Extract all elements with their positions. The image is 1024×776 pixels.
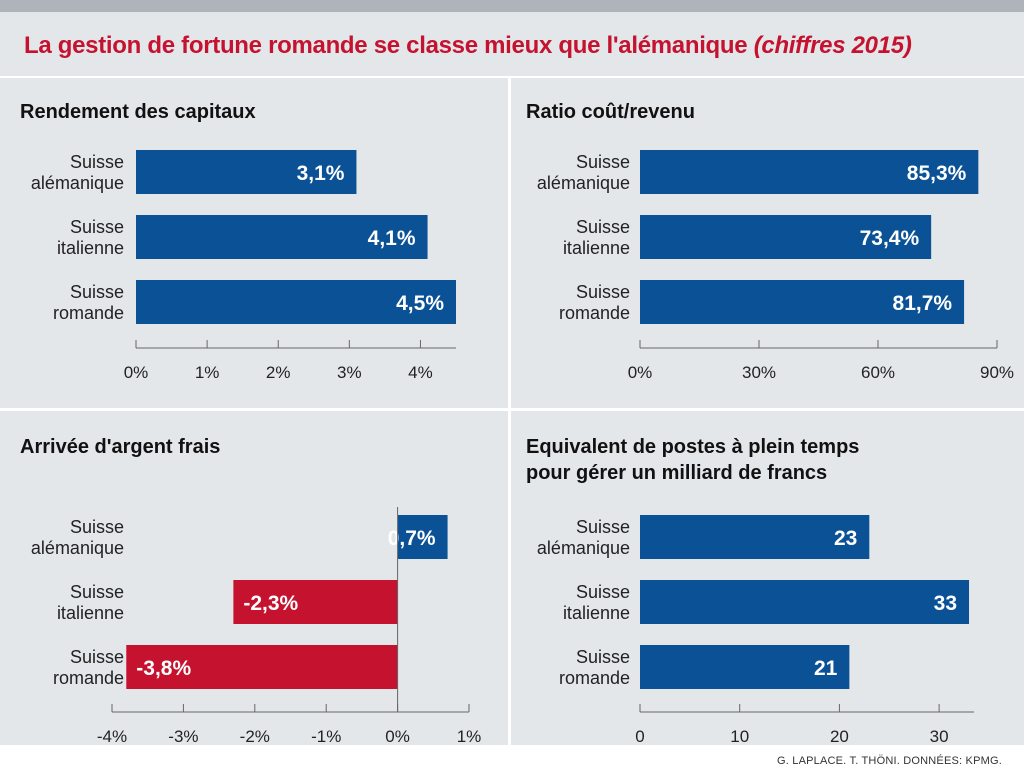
category-label-2-0: Suisse bbox=[576, 647, 630, 667]
x-tick-label-2: -2% bbox=[240, 727, 270, 746]
bar-2 bbox=[126, 645, 398, 689]
chart-ratio: 85,3%Suissealémanique73,4%Suisseitalienn… bbox=[537, 150, 1014, 382]
category-label-1-1: italienne bbox=[563, 238, 630, 258]
category-label-0-1: alémanique bbox=[537, 173, 630, 193]
chart-postes: 23Suissealémanique33Suisseitalienne21Sui… bbox=[537, 515, 974, 746]
category-label-1-0: Suisse bbox=[576, 582, 630, 602]
value-label-2: 4,5% bbox=[396, 292, 444, 315]
category-label-1-1: italienne bbox=[57, 238, 124, 258]
bar-0 bbox=[136, 150, 357, 194]
panel-postes: Equivalent de postes à plein temps pour … bbox=[511, 411, 1024, 746]
bar-1 bbox=[136, 215, 428, 259]
x-tick-label-3: 30 bbox=[930, 727, 949, 746]
bar-2 bbox=[136, 280, 456, 324]
x-tick-label-1: 10 bbox=[730, 727, 749, 746]
category-label-0-1: alémanique bbox=[31, 173, 124, 193]
panel-title-line-1: Equivalent de postes à plein temps bbox=[526, 436, 860, 458]
panel-ratio: Ratio coût/revenu 85,3% Suisse alémanique 7… bbox=[511, 78, 1024, 408]
x-tick-label-4: 4% bbox=[408, 363, 433, 382]
category-label-1-0: Suisse bbox=[70, 217, 124, 237]
panel-rendement: Rendement des capitaux 3,1% Suisse alémani… bbox=[0, 78, 508, 408]
chart-argent-frais: 0,7%Suissealémanique-2,3%Suisseitalienne… bbox=[31, 507, 482, 746]
category-label-0-0: Suisse bbox=[70, 152, 124, 172]
bar-2 bbox=[640, 645, 850, 689]
category-label-2-1: romande bbox=[559, 303, 630, 323]
x-tick-label-0: 0 bbox=[635, 727, 644, 746]
value-label-1: 4,1% bbox=[368, 227, 416, 250]
x-tick-label-1: 1% bbox=[195, 363, 220, 382]
x-tick-label-2: 60% bbox=[861, 363, 895, 382]
x-tick-label-0: 0% bbox=[628, 363, 653, 382]
page-title: La gestion de fortune romande se classe … bbox=[24, 32, 1024, 60]
x-tick-label-2: 20 bbox=[830, 727, 849, 746]
panel-title: Arrivée d'argent frais bbox=[20, 436, 221, 458]
panel-argent-frais: Arrivée d'argent frais 0,7% Suisse alémani… bbox=[0, 411, 508, 746]
x-tick-label-0: -4% bbox=[97, 727, 127, 746]
bar-0 bbox=[397, 515, 448, 559]
x-tick-label-2: 2% bbox=[266, 363, 291, 382]
category-label-1-0: Suisse bbox=[576, 217, 630, 237]
x-tick-label-0: 0% bbox=[124, 363, 149, 382]
value-label-2: 21 bbox=[814, 657, 838, 680]
category-label-0-0: Suisse bbox=[576, 152, 630, 172]
x-tick-label-4: 0% bbox=[385, 727, 410, 746]
value-label-0: 3,1% bbox=[297, 162, 345, 185]
chart-rendement: 3,1%Suissealémanique4,1%Suisseitalienne4… bbox=[31, 150, 456, 382]
value-label-1: -2,3% bbox=[243, 592, 298, 615]
x-tick-label-3: 90% bbox=[980, 363, 1014, 382]
x-tick-label-5: 1% bbox=[457, 727, 482, 746]
bar-1 bbox=[640, 580, 970, 624]
category-label-2-1: romande bbox=[53, 668, 124, 688]
category-label-2-1: romande bbox=[559, 668, 630, 688]
category-label-0-1: alémanique bbox=[31, 538, 124, 558]
bar-0 bbox=[640, 515, 870, 559]
title-main: La gestion de fortune romande se classe … bbox=[24, 32, 748, 59]
value-label-1: 73,4% bbox=[860, 227, 920, 250]
value-label-0: 85,3% bbox=[907, 162, 967, 185]
category-label-1-1: italienne bbox=[563, 603, 630, 623]
category-label-1-0: Suisse bbox=[70, 582, 124, 602]
category-label-0-1: alémanique bbox=[537, 538, 630, 558]
panel-title-line-2: pour gérer un milliard de francs bbox=[526, 462, 828, 484]
value-label-0: 0,7% bbox=[388, 527, 436, 550]
value-label-2: 81,7% bbox=[893, 292, 953, 315]
x-tick-label-3: 3% bbox=[337, 363, 362, 382]
x-tick-label-3: -1% bbox=[311, 727, 341, 746]
category-label-2-1: romande bbox=[53, 303, 124, 323]
category-label-2-0: Suisse bbox=[576, 282, 630, 302]
x-tick-label-1: 30% bbox=[742, 363, 776, 382]
category-label-0-0: Suisse bbox=[576, 517, 630, 537]
panel-title: Rendement des capitaux bbox=[20, 101, 256, 123]
category-label-1-1: italienne bbox=[57, 603, 124, 623]
category-label-0-0: Suisse bbox=[70, 517, 124, 537]
bar-1 bbox=[233, 580, 398, 624]
category-label-2-0: Suisse bbox=[70, 647, 124, 667]
top-bar bbox=[0, 0, 1024, 12]
header: La gestion de fortune romande se classe … bbox=[0, 12, 1024, 76]
panel-title: Equivalent de postes à plein temps pour … bbox=[526, 434, 859, 486]
bar-2 bbox=[640, 280, 965, 324]
value-label-1: 33 bbox=[934, 592, 957, 615]
category-label-2-0: Suisse bbox=[70, 282, 124, 302]
value-label-0: 23 bbox=[834, 527, 857, 550]
source-credit: G. LAPLACE. T. THÖNI. DONNÉES: KPMG. bbox=[776, 755, 1002, 767]
value-label-2: -3,8% bbox=[136, 657, 191, 680]
x-tick-label-1: -3% bbox=[168, 727, 198, 746]
panel-title: Ratio coût/revenu bbox=[526, 101, 695, 123]
title-suffix: (chiffres 2015) bbox=[753, 32, 912, 59]
bar-0 bbox=[640, 150, 979, 194]
bar-1 bbox=[640, 215, 932, 259]
